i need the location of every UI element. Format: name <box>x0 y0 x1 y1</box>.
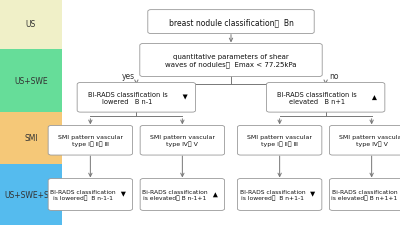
Text: US+SWE+SMI: US+SWE+SMI <box>4 190 58 199</box>
Text: BI-RADS classification
is lowered，  B n+1-1: BI-RADS classification is lowered， B n+1… <box>240 189 305 200</box>
FancyBboxPatch shape <box>238 126 322 155</box>
Text: US: US <box>26 20 36 29</box>
Bar <box>0 112 62 164</box>
Text: SMI pattern vascular
type Ⅳ， Ⅴ: SMI pattern vascular type Ⅳ， Ⅴ <box>150 135 215 146</box>
FancyBboxPatch shape <box>148 11 314 34</box>
Text: Bi-RADS classification
is elevated， B n+1+1: Bi-RADS classification is elevated， B n+… <box>331 189 398 200</box>
Text: breast nodule classification，  Bn: breast nodule classification， Bn <box>168 18 294 27</box>
FancyBboxPatch shape <box>48 126 132 155</box>
Bar <box>0 0 62 50</box>
Text: Bi-RADS classification
is elevated， B n-1+1: Bi-RADS classification is elevated， B n-… <box>142 189 208 200</box>
Text: SMI: SMI <box>24 134 38 143</box>
FancyBboxPatch shape <box>140 126 224 155</box>
Text: SMI pattern vascular
type Ⅰ， Ⅱ， Ⅲ: SMI pattern vascular type Ⅰ， Ⅱ， Ⅲ <box>247 135 312 146</box>
Text: SMI pattern vascular
type Ⅰ， Ⅱ， Ⅲ: SMI pattern vascular type Ⅰ， Ⅱ， Ⅲ <box>58 135 123 146</box>
Bar <box>0 50 62 112</box>
FancyBboxPatch shape <box>330 179 400 211</box>
Text: quantitative parameters of shear
waves of nodules，  Emax < 77.25kPa: quantitative parameters of shear waves o… <box>165 54 297 68</box>
FancyBboxPatch shape <box>48 179 132 211</box>
Bar <box>0 164 62 225</box>
FancyBboxPatch shape <box>77 83 196 113</box>
FancyBboxPatch shape <box>140 179 224 211</box>
Text: yes: yes <box>122 72 135 81</box>
Text: BI-RADS classification is
elevated   B n+1: BI-RADS classification is elevated B n+1 <box>277 91 357 105</box>
Text: US+SWE: US+SWE <box>14 76 48 86</box>
Text: SMI pattern vascular
type Ⅳ， Ⅴ: SMI pattern vascular type Ⅳ， Ⅴ <box>339 135 400 146</box>
Text: BI-RADS classification
is lowered，  B n-1-1: BI-RADS classification is lowered， B n-1… <box>50 189 116 200</box>
FancyBboxPatch shape <box>140 44 322 77</box>
Text: BI-RADS classification is
lowered   B n-1: BI-RADS classification is lowered B n-1 <box>88 91 168 105</box>
FancyBboxPatch shape <box>330 126 400 155</box>
Text: no: no <box>329 72 338 81</box>
FancyBboxPatch shape <box>238 179 322 211</box>
FancyBboxPatch shape <box>266 83 385 113</box>
